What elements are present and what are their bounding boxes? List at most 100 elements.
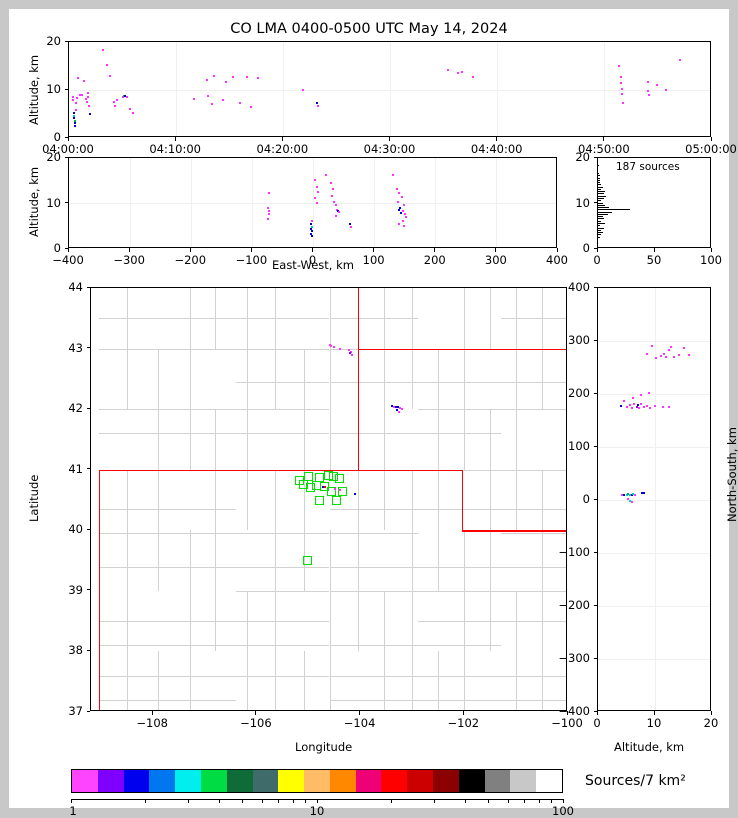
- data-point: [633, 402, 636, 405]
- y-tick-label: 20: [46, 34, 61, 48]
- colorbar-segment[interactable]: [252, 770, 279, 792]
- data-point: [646, 404, 649, 407]
- x-tick: [312, 248, 313, 252]
- eastwest-height-panel[interactable]: [68, 157, 557, 248]
- data-point: [647, 89, 650, 92]
- colorbar-segment[interactable]: [355, 770, 382, 792]
- altitude-histogram-panel[interactable]: [597, 157, 711, 248]
- y-tick-label: 20: [575, 150, 590, 164]
- colorbar-segment[interactable]: [304, 770, 330, 792]
- histogram-bar: [598, 197, 604, 199]
- county-line: [438, 348, 440, 410]
- data-point: [394, 406, 397, 409]
- county-line: [329, 348, 331, 410]
- data-point: [654, 405, 656, 408]
- y-tick-label: −300: [558, 651, 590, 665]
- data-point: [398, 191, 401, 194]
- x-tick: [495, 248, 497, 252]
- histogram-bar: [598, 207, 610, 209]
- x-tick-label: 04:50:00: [578, 142, 630, 156]
- x-tick-label: 100: [362, 253, 385, 267]
- colorbar-segment[interactable]: [278, 770, 305, 792]
- data-point: [131, 111, 134, 114]
- histogram-bar: [598, 220, 602, 222]
- data-point: [268, 192, 271, 195]
- data-point: [677, 353, 680, 356]
- colorbar-segment[interactable]: [226, 770, 253, 792]
- county-line: [417, 566, 501, 568]
- data-point: [87, 92, 90, 95]
- county-line: [246, 651, 248, 710]
- x-tick-label: 04:00:00: [42, 142, 94, 156]
- county-line: [158, 409, 160, 470]
- y-tick: [593, 156, 597, 158]
- county-line: [542, 469, 544, 531]
- colorbar-segment[interactable]: [510, 770, 537, 792]
- colorbar-segment[interactable]: [72, 770, 98, 792]
- colorbar-segment[interactable]: [381, 770, 408, 792]
- time-height-panel[interactable]: [68, 41, 711, 137]
- x-tick-label: 05:00:00: [685, 142, 737, 156]
- colorbar-segment[interactable]: [484, 770, 511, 792]
- map-panel[interactable]: [90, 287, 567, 711]
- lma-station-marker: [329, 472, 339, 482]
- colorbar-segment[interactable]: [97, 770, 124, 792]
- data-point: [267, 209, 270, 212]
- histogram-bar: [598, 236, 601, 238]
- data-point: [399, 406, 401, 409]
- x-tick: [603, 137, 605, 141]
- county-line: [417, 381, 501, 383]
- histogram-bar: [598, 232, 603, 234]
- data-point: [239, 102, 242, 105]
- histogram-bar: [598, 229, 602, 231]
- x-tick-label: 0: [308, 253, 317, 267]
- histogram-bar: [598, 223, 605, 225]
- county-line: [383, 651, 385, 710]
- data-point: [665, 355, 668, 358]
- data-point: [332, 187, 335, 190]
- x-tick-label: 20: [703, 716, 719, 730]
- lma-station-marker: [306, 483, 316, 493]
- colorbar-segment[interactable]: [123, 770, 150, 792]
- county-line: [189, 288, 191, 349]
- data-point: [642, 492, 645, 495]
- colorbar-segment[interactable]: [433, 770, 459, 792]
- x-tick-label: 200: [423, 253, 446, 267]
- gridline-vertical: [496, 158, 498, 247]
- county-line: [236, 566, 330, 568]
- data-point: [213, 74, 216, 77]
- colorbar[interactable]: [71, 769, 563, 793]
- county-line: [438, 530, 440, 591]
- data-point: [630, 493, 633, 496]
- y-tick: [593, 710, 597, 712]
- y-tick-label: 0: [53, 130, 61, 144]
- map-xlabel: Longitude: [295, 740, 353, 754]
- data-point: [245, 75, 248, 78]
- data-point: [333, 201, 336, 204]
- colorbar-segment[interactable]: [200, 770, 227, 792]
- x-tick-label: −100: [551, 716, 583, 730]
- colorbar-mid-label: 10: [309, 804, 325, 818]
- county-line: [329, 318, 418, 320]
- colorbar-segment[interactable]: [175, 770, 201, 792]
- county-line: [464, 348, 466, 410]
- county-line: [329, 433, 418, 435]
- y-tick: [593, 202, 597, 203]
- colorbar-segment[interactable]: [536, 770, 562, 792]
- data-point: [620, 82, 623, 85]
- county-line: [158, 469, 160, 531]
- colorbar-segment[interactable]: [149, 770, 176, 792]
- colorbar-segment[interactable]: [458, 770, 485, 792]
- altitude-northsouth-panel[interactable]: [597, 287, 711, 711]
- colorbar-segment[interactable]: [329, 770, 356, 792]
- data-point: [73, 114, 75, 117]
- data-point: [457, 71, 460, 74]
- x-tick: [67, 248, 69, 252]
- county-line: [417, 509, 501, 511]
- colorbar-segment[interactable]: [407, 770, 434, 792]
- y-tick: [593, 286, 597, 288]
- y-tick-label: 41: [68, 461, 83, 476]
- x-tick: [596, 711, 598, 715]
- eastwest-height-ylabel: Altitude, km: [27, 166, 41, 237]
- data-point: [338, 210, 341, 213]
